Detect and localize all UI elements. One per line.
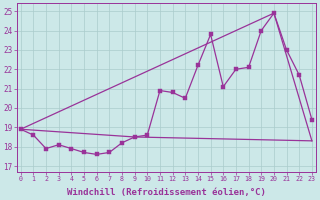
X-axis label: Windchill (Refroidissement éolien,°C): Windchill (Refroidissement éolien,°C) [67, 188, 266, 197]
